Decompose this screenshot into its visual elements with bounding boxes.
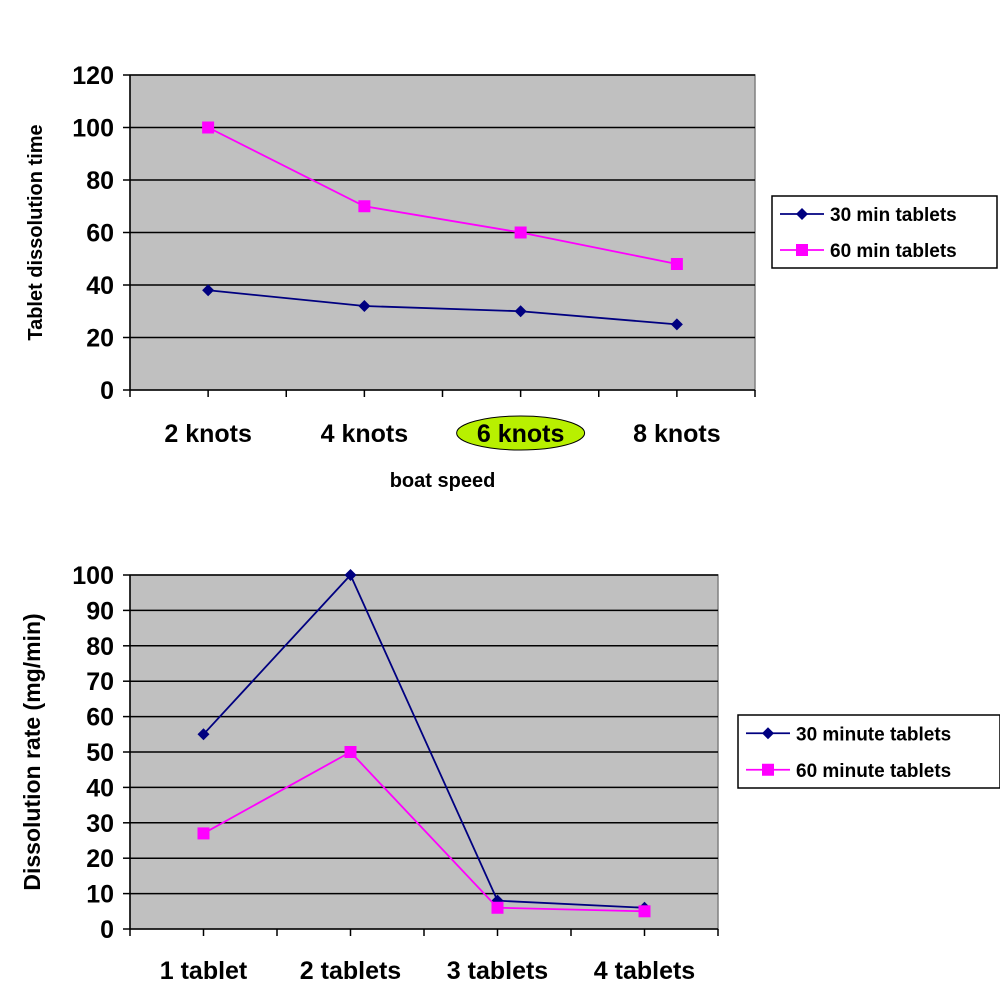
series-line (207, 126, 678, 265)
x-axis-title: boat speed (390, 470, 496, 492)
y-tick-label: 0 (100, 916, 114, 944)
data-point (197, 728, 210, 741)
legend-label: 30 min tablets (830, 205, 957, 226)
y-tick-label: 50 (86, 739, 114, 767)
legend-label: 60 min tablets (830, 241, 957, 262)
data-point (514, 305, 527, 318)
x-tick-label: 4 tablets (594, 957, 695, 985)
data-point (514, 226, 527, 239)
series-line (208, 289, 677, 326)
x-tick-label: 3 tablets (447, 957, 548, 985)
y-tick-label: 100 (72, 562, 114, 590)
legend-marker (796, 244, 808, 256)
y-tick-label: 0 (100, 377, 114, 405)
x-tick-label: 8 knots (633, 420, 721, 448)
legend-marker (762, 763, 774, 776)
chart-1: 0 20 40 60 80 100 120 2 knots 4 knots 6 knots 8 kn… (25, 62, 998, 492)
chart-2: 0 10 20 30 40 50 60 70 80 90 100 1 tablet 2 tablets 3… (19, 562, 1000, 985)
legend-label: 60 minute tablets (796, 761, 951, 782)
y-axis-title: Dissolution rate (mg/min) (19, 613, 45, 890)
y-tick-label: 70 (86, 668, 114, 696)
y-tick-label: 80 (86, 633, 114, 661)
legend-box (771, 195, 998, 269)
legend: 30 minute tablets 60 minute tablets (737, 714, 1000, 789)
data-point (638, 905, 651, 918)
data-point (202, 284, 215, 297)
legend-marker (762, 727, 774, 740)
data-point (344, 746, 357, 758)
series-line (203, 750, 645, 913)
series-1 (202, 284, 683, 331)
y-axis-title: Tablet dissolution time (25, 124, 47, 340)
y-tick-label: 40 (86, 272, 114, 300)
data-point (491, 901, 504, 914)
legend-box (737, 714, 1000, 789)
data-point (358, 300, 371, 312)
series-line (202, 573, 645, 909)
series-2 (202, 121, 683, 270)
data-point (670, 258, 683, 270)
x-tick-label: 1 tablet (160, 957, 248, 985)
data-point (202, 121, 215, 134)
legend: 30 min tablets 60 min tablets (771, 195, 998, 269)
x-tick-label: 2 knots (164, 420, 252, 448)
highlight-ellipse (456, 415, 586, 451)
data-point (670, 318, 683, 331)
x-tick-label: 4 knots (321, 420, 409, 448)
y-tick-label: 30 (86, 810, 114, 838)
series-2 (197, 746, 651, 918)
y-tick-label: 120 (72, 62, 114, 90)
data-point (358, 200, 371, 213)
y-tick-label: 80 (86, 167, 114, 195)
data-point (344, 569, 357, 581)
y-tick-label: 20 (86, 845, 114, 873)
y-tick-label: 60 (86, 704, 114, 732)
data-point (197, 827, 210, 840)
y-tick-label: 10 (86, 881, 114, 909)
y-tick-label: 90 (86, 597, 114, 625)
y-tick-label: 40 (86, 774, 114, 802)
x-tick-label: 2 tablets (300, 957, 401, 985)
y-tick-label: 20 (86, 325, 114, 353)
legend-label: 30 minute tablets (796, 724, 951, 745)
y-tick-label: 100 (72, 115, 114, 143)
y-tick-label: 60 (86, 220, 114, 248)
legend-marker (796, 208, 808, 220)
x-tick-label: 6 knots (477, 420, 565, 448)
